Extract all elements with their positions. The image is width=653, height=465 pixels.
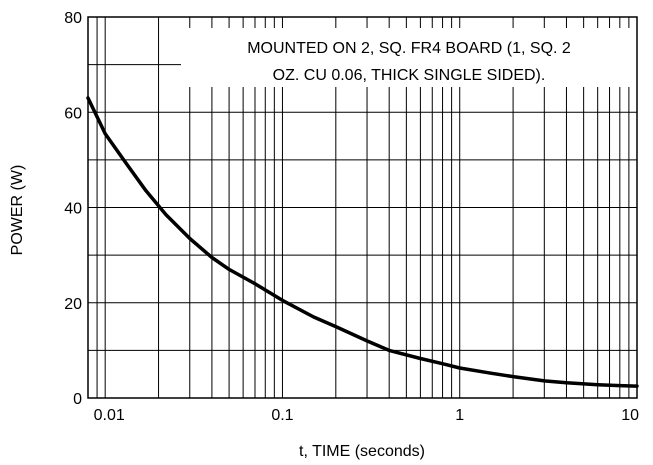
plot-frame — [87, 16, 638, 399]
y-tick-label: 60 — [64, 105, 82, 122]
x-tick-label: 0.01 — [94, 407, 125, 424]
x-tick-label: 0.1 — [271, 407, 293, 424]
y-axis-label: POWER (W) — [9, 165, 26, 256]
power-curve — [86, 96, 639, 388]
x-tick-label: 1 — [455, 407, 464, 424]
annotation-line-2: OZ. CU 0.06, THICK SINGLE SIDED). — [273, 67, 546, 84]
y-tick-label: 20 — [64, 296, 82, 313]
y-tick-label: 80 — [64, 10, 82, 27]
x-tick-label: 10 — [621, 407, 639, 424]
annotation-background — [181, 28, 637, 87]
curve-layer — [86, 96, 639, 388]
y-tick-label: 40 — [64, 201, 82, 218]
annotation-line-1: MOUNTED ON 2, SQ. FR4 BOARD (1, SQ. 2 — [247, 40, 571, 57]
y-tick-label: 0 — [73, 391, 82, 408]
x-tick-labels: 0.01 0.1 1 10 — [94, 407, 639, 424]
y-tick-labels: 0 20 40 60 80 — [64, 10, 82, 408]
x-axis-label: t, TIME (seconds) — [299, 443, 425, 460]
